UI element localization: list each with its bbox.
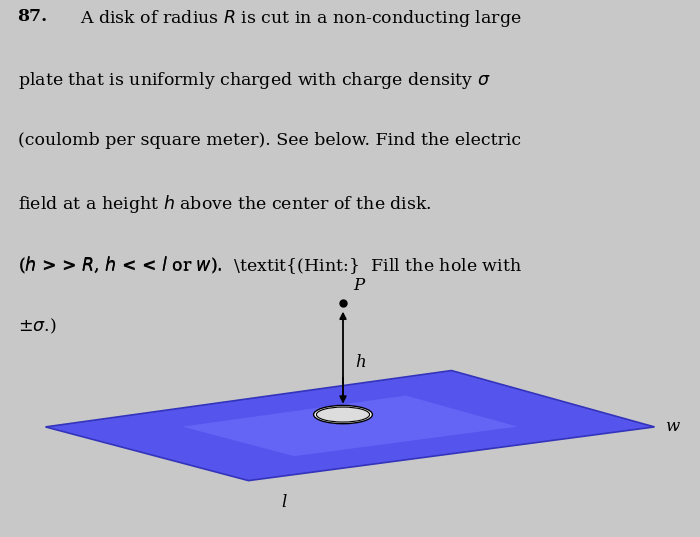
Text: ($h$ > > $R$, $h$ < < $l$ or $w$).: ($h$ > > $R$, $h$ < < $l$ or $w$). (18, 255, 230, 275)
Text: ($h$ > > $R$, $h$ < < $l$ or $w$).  \textit{(Hint:}  Fill the hole with: ($h$ > > $R$, $h$ < < $l$ or $w$). \text… (18, 255, 522, 276)
Text: l: l (281, 494, 286, 511)
Text: 87.: 87. (18, 8, 48, 25)
Ellipse shape (314, 405, 372, 424)
Ellipse shape (316, 407, 370, 422)
Polygon shape (46, 371, 655, 481)
Text: w: w (665, 418, 679, 436)
Text: field at a height $h$ above the center of the disk.: field at a height $h$ above the center o… (18, 193, 431, 215)
Text: plate that is uniformly charged with charge density $\sigma$: plate that is uniformly charged with cha… (18, 70, 490, 91)
Text: A disk of radius $R$ is cut in a non-conducting large: A disk of radius $R$ is cut in a non-con… (80, 8, 522, 29)
Text: P: P (354, 277, 365, 294)
Text: h: h (356, 354, 366, 371)
Text: $\pm\sigma$.): $\pm\sigma$.) (18, 317, 56, 336)
Text: (coulomb per square meter). See below. Find the electric: (coulomb per square meter). See below. F… (18, 132, 521, 149)
Polygon shape (183, 396, 517, 456)
